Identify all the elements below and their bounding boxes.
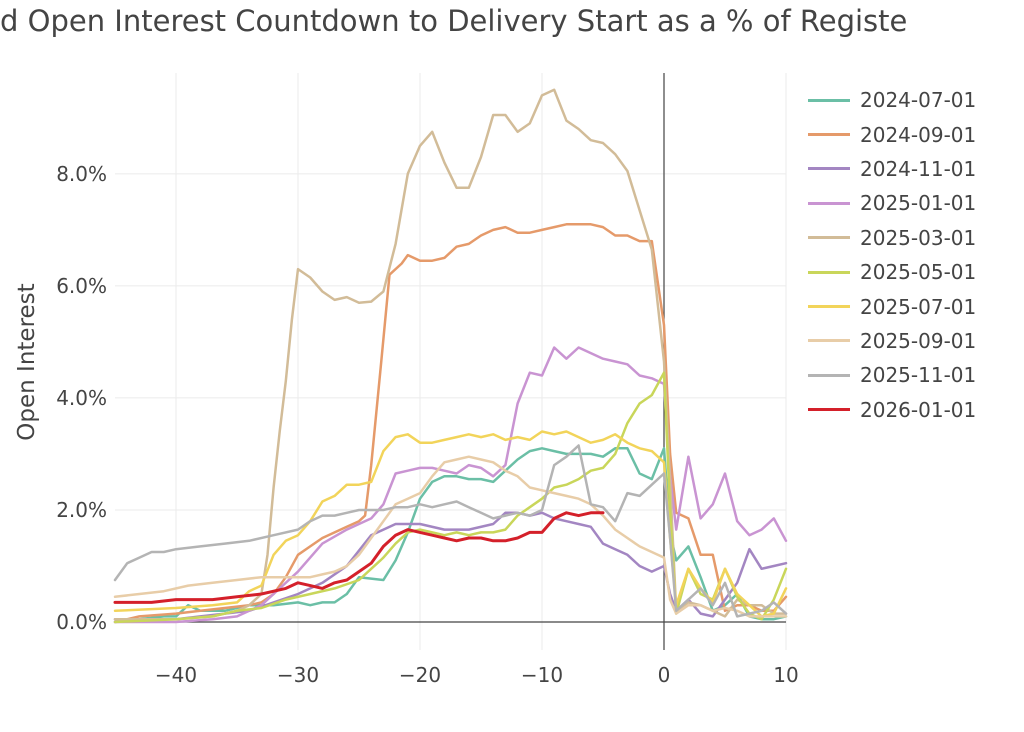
legend-swatch: [808, 201, 850, 205]
legend-swatch: [808, 236, 850, 240]
legend-item[interactable]: 2024-09-01: [808, 117, 976, 151]
legend-label: 2024-07-01: [860, 88, 977, 113]
legend-item[interactable]: 2025-07-01: [808, 289, 976, 323]
legend-label: 2026-01-01: [860, 397, 977, 422]
legend-item[interactable]: 2025-05-01: [808, 255, 976, 289]
series-line-2024-11-01: [113, 511, 788, 621]
legend-swatch: [808, 305, 850, 309]
y-axis-ticks: 0.0% 2.0% 4.0% 6.0% 8.0%: [56, 162, 107, 634]
axes: [115, 73, 786, 650]
x-tick-label: −40: [155, 663, 197, 687]
gridlines: [115, 73, 787, 650]
series-line-2025-11-01: [113, 444, 788, 618]
legend-label: 2025-09-01: [860, 328, 977, 353]
y-tick-label: 4.0%: [56, 386, 107, 410]
chart-title: d Open Interest Countdown to Delivery St…: [0, 4, 908, 38]
legend-swatch: [808, 167, 850, 171]
legend-item[interactable]: 2025-09-01: [808, 324, 976, 358]
legend-swatch: [808, 408, 850, 412]
series-line-2025-07-01: [113, 430, 788, 618]
x-tick-label: −10: [521, 663, 563, 687]
legend-item[interactable]: 2024-07-01: [808, 83, 976, 117]
legend-item[interactable]: 2024-11-01: [808, 152, 976, 186]
chart-plot-area: −40 −30 −20 −10 0 10 0.0% 2.0% 4.0% 6.0% 8.0%: [56, 73, 799, 687]
legend-label: 2024-11-01: [860, 156, 977, 181]
series-line-2025-05-01: [113, 371, 788, 624]
series-line-2025-09-01: [113, 455, 788, 618]
legend-label: 2025-03-01: [860, 225, 977, 250]
x-tick-label: 0: [658, 663, 671, 687]
legend-label: 2025-07-01: [860, 294, 977, 319]
legend-item[interactable]: 2025-01-01: [808, 186, 976, 220]
legend-label: 2024-09-01: [860, 122, 977, 147]
y-tick-label: 0.0%: [56, 610, 107, 634]
x-tick-label: 10: [773, 663, 798, 687]
series-line-2026-01-01: [113, 511, 605, 604]
y-tick-label: 8.0%: [56, 162, 107, 186]
series-lines: [113, 88, 788, 624]
legend-swatch: [808, 339, 850, 343]
legend-label: 2025-01-01: [860, 191, 977, 216]
legend-swatch: [808, 270, 850, 274]
y-tick-label: 6.0%: [56, 274, 107, 298]
y-tick-label: 2.0%: [56, 498, 107, 522]
x-tick-label: −30: [277, 663, 319, 687]
legend-swatch: [808, 98, 850, 102]
legend-item[interactable]: 2026-01-01: [808, 393, 976, 427]
x-tick-label: −20: [399, 663, 441, 687]
legend-item[interactable]: 2025-11-01: [808, 358, 976, 392]
x-axis-ticks: −40 −30 −20 −10 0 10: [155, 663, 799, 687]
legend: 2024-07-01 2024-09-01 2024-11-01 2025-01-01…: [808, 83, 976, 427]
legend-swatch: [808, 373, 850, 377]
legend-label: 2025-11-01: [860, 363, 977, 388]
legend-item[interactable]: 2025-03-01: [808, 221, 976, 255]
legend-swatch: [808, 133, 850, 137]
series-line-2025-01-01: [113, 346, 788, 624]
series-line-2024-09-01: [113, 223, 788, 624]
legend-label: 2025-05-01: [860, 260, 977, 285]
